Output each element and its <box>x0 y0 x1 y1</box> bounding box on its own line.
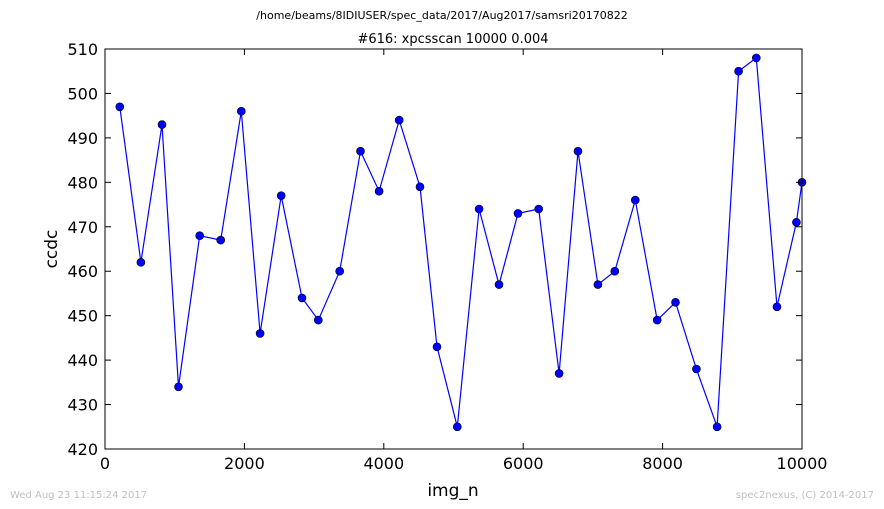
y-tick-label: 510 <box>67 40 98 59</box>
plot-area <box>115 53 807 432</box>
data-point <box>394 115 404 125</box>
y-tick-label: 470 <box>67 218 98 237</box>
data-point <box>474 204 484 214</box>
x-tick-label: 10000 <box>777 454 828 473</box>
x-axis-label: img_n <box>427 481 478 501</box>
data-point <box>216 235 225 245</box>
x-tick-label: 0 <box>100 454 110 473</box>
axis-ticks: 0 2000 4000 6000 8000 10000 420 430 440 450 460 470… <box>67 40 827 473</box>
data-point <box>335 266 345 276</box>
x-tick-label: 4000 <box>363 454 404 473</box>
y-tick-label: 450 <box>67 307 98 326</box>
data-point <box>554 369 564 378</box>
chart-title: #616: xpcsscan 10000 0.004 <box>357 32 548 47</box>
data-point <box>313 315 323 325</box>
footer-timestamp: Wed Aug 23 11:15:24 2017 <box>10 490 147 501</box>
data-point <box>573 146 583 156</box>
footer-credit: spec2nexus, (C) 2014-2017 <box>736 490 874 501</box>
data-point <box>751 53 761 63</box>
y-tick-label: 490 <box>67 129 98 148</box>
data-point <box>593 280 603 289</box>
data-point <box>136 257 146 267</box>
axes-frame <box>104 48 803 450</box>
data-point <box>374 186 384 196</box>
y-tick-label: 460 <box>67 262 98 281</box>
y-tick-label: 440 <box>67 351 98 370</box>
data-point <box>513 209 523 218</box>
data-point <box>276 191 286 200</box>
y-tick-label: 500 <box>67 84 98 103</box>
data-point <box>195 231 204 240</box>
series-line <box>119 56 803 428</box>
data-point <box>671 297 680 307</box>
y-tick-label: 480 <box>67 173 98 192</box>
data-point <box>452 422 462 432</box>
data-point <box>157 120 167 129</box>
data-point <box>734 66 743 76</box>
data-point <box>255 329 265 338</box>
y-tick-label: 430 <box>67 396 98 415</box>
data-point <box>415 182 425 192</box>
y-tick-label: 420 <box>67 440 98 459</box>
data-point <box>630 195 640 205</box>
data-point <box>792 218 801 227</box>
x-tick-label: 8000 <box>642 454 683 473</box>
x-tick-label: 2000 <box>224 454 265 473</box>
chart-supertitle: /home/beams/8IDIUSER/spec_data/2017/Aug2… <box>256 9 627 22</box>
x-tick-label: 6000 <box>503 454 544 473</box>
data-point <box>692 364 701 374</box>
y-axis-label: ccdc <box>42 230 62 269</box>
data-point <box>652 315 662 325</box>
data-point <box>494 280 504 289</box>
data-point <box>432 342 442 352</box>
data-point <box>712 422 722 432</box>
data-point <box>174 382 183 392</box>
data-point <box>772 302 782 312</box>
data-point <box>534 204 544 214</box>
data-point <box>115 102 125 112</box>
data-point <box>297 293 307 303</box>
data-point <box>237 106 246 116</box>
data-point <box>610 266 620 276</box>
data-point <box>356 146 365 156</box>
